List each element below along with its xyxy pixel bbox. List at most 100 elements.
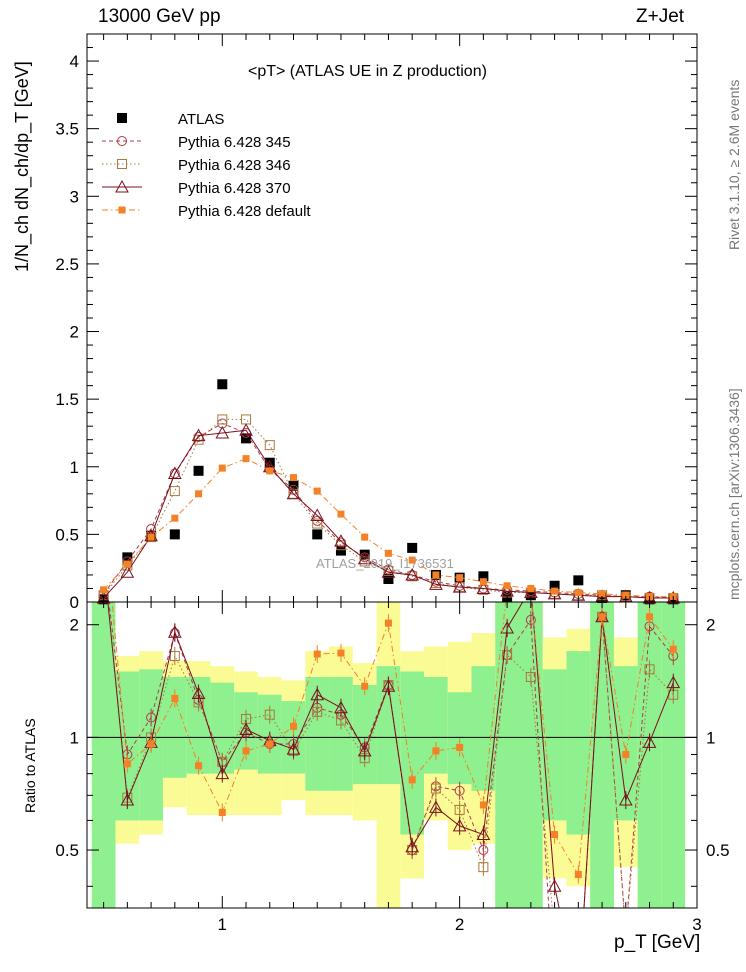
- ratio-point: [598, 613, 606, 621]
- process-label: Z+Jet: [636, 6, 685, 27]
- ratio-point: [430, 783, 441, 794]
- ratio-band-inner: [210, 682, 235, 774]
- data-point: [383, 574, 394, 585]
- ratio-point: [167, 625, 182, 638]
- ratio-point: [266, 740, 274, 748]
- legend-label: Pythia 6.428 346: [178, 157, 291, 174]
- y-tick-label: 2.5: [55, 255, 79, 274]
- data-point: [241, 414, 252, 425]
- ratio-point: [476, 827, 491, 841]
- data-point: [551, 587, 559, 595]
- side-label-bottom: mcplots.cern.ch [arXiv:1306.3436]: [726, 388, 742, 600]
- data-point: [264, 440, 275, 451]
- ratio-point: [500, 620, 514, 634]
- ratio-point: [242, 747, 250, 755]
- data-point: [476, 581, 491, 594]
- ratio-band-inner: [329, 676, 353, 791]
- data-point: [167, 466, 182, 480]
- data-point: [432, 571, 440, 579]
- data-point: [384, 549, 392, 557]
- ratio-frame: [86, 601, 698, 909]
- ratio-point: [286, 742, 301, 755]
- y-tick-label: 4: [70, 52, 79, 71]
- ratio-point: [312, 706, 323, 717]
- data-point: [195, 490, 203, 498]
- ratio-point: [618, 793, 633, 806]
- ratio-point: [456, 743, 464, 751]
- ratio-point: [289, 722, 297, 730]
- series-line: [103, 429, 674, 599]
- ratio-point: [169, 650, 180, 661]
- ratio-point: [218, 808, 226, 816]
- ratio-point: [405, 839, 420, 853]
- ratio-point: [123, 760, 131, 768]
- ratio-point: [310, 687, 325, 701]
- data-point: [408, 556, 416, 564]
- ratio-point: [454, 785, 465, 796]
- legend-label: Pythia 6.428 370: [178, 180, 291, 197]
- data-point: [217, 414, 228, 425]
- ratio-point: [454, 804, 465, 815]
- data-point: [337, 510, 345, 518]
- energy-label: 13000 GeV pp: [98, 6, 221, 27]
- axis-frames: 1 2 3 0 0.5 1 1.5 2 2.5 3 3.5 4 0.5 0.5 1 1 2 2: [55, 33, 730, 934]
- series-line: [103, 418, 674, 599]
- data-point: [286, 486, 301, 500]
- ratio-band-inner: [186, 676, 211, 774]
- data-point: [191, 428, 206, 442]
- ratio-band-inner: [471, 666, 496, 791]
- x-tick-label: 3: [692, 915, 701, 934]
- data-point: [334, 534, 348, 547]
- ratio-panel: [87, 602, 697, 908]
- data-point: [193, 465, 204, 476]
- ratio-point: [644, 664, 655, 675]
- ratio-y-axis-label: Ratio to ATLAS: [22, 718, 38, 813]
- data-point: [357, 551, 372, 565]
- data-point: [598, 590, 606, 598]
- ratio-point: [551, 831, 559, 839]
- ratio-point: [646, 613, 654, 621]
- data-point: [429, 577, 443, 590]
- legend-marker: [118, 206, 126, 214]
- series-line: [103, 422, 674, 599]
- data-point: [503, 582, 511, 590]
- data-point: [359, 549, 370, 560]
- ratio-band-inner: [162, 676, 187, 778]
- legend-marker: [117, 113, 127, 123]
- legend-marker: [117, 159, 127, 169]
- x-tick-label: 1: [218, 915, 227, 934]
- x-tick-label: 2: [455, 915, 464, 934]
- data-point: [479, 578, 487, 586]
- ratio-point: [478, 845, 489, 856]
- ratio-point: [239, 722, 253, 735]
- ratio-point: [337, 649, 345, 657]
- y-tick-label: 1.5: [55, 390, 79, 409]
- y-tick-label: 3.5: [55, 120, 79, 139]
- ratio-band-inner: [305, 676, 330, 791]
- data-point: [527, 584, 535, 592]
- ratio-y-tick-label: 2: [70, 616, 79, 635]
- x-axis-label: p_T [GeV]: [614, 932, 701, 953]
- ratio-point: [195, 762, 203, 770]
- ratio-band-inner: [661, 602, 686, 908]
- data-point: [312, 529, 323, 540]
- ratio-band-inner: [542, 669, 567, 821]
- ratio-y-tick-label: 1: [706, 728, 715, 747]
- ratio-point: [381, 679, 396, 692]
- ratio-point: [361, 682, 369, 690]
- ratio-point: [574, 871, 582, 879]
- watermark: ATLAS_2019_I1736531: [316, 556, 454, 571]
- ratio-point: [525, 671, 536, 682]
- legend-label: Pythia 6.428 default: [178, 203, 311, 220]
- ratio-point: [432, 747, 440, 755]
- data-point: [169, 529, 180, 540]
- ratio-y-tick-label: 0.5: [55, 841, 79, 860]
- data-point: [573, 575, 584, 586]
- data-point: [478, 571, 489, 582]
- data-point: [289, 474, 297, 482]
- y-tick-label: 2: [70, 323, 79, 342]
- ratio-y-tick-label: 2: [706, 616, 715, 635]
- ratio-band-inner: [566, 651, 591, 835]
- y-tick-label: 0: [70, 593, 79, 612]
